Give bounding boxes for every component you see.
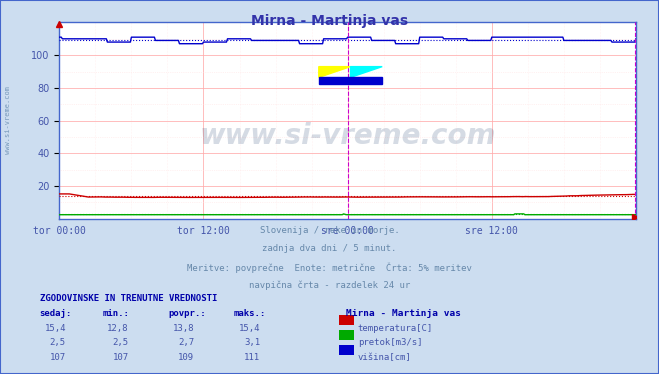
Text: Meritve: povprečne  Enote: metrične  Črta: 5% meritev: Meritve: povprečne Enote: metrične Črta:… — [187, 262, 472, 273]
Text: navpična črta - razdelek 24 ur: navpična črta - razdelek 24 ur — [249, 280, 410, 289]
Text: 12,8: 12,8 — [107, 324, 129, 332]
Text: 107: 107 — [113, 353, 129, 362]
Text: 2,5: 2,5 — [50, 338, 66, 347]
Text: temperatura[C]: temperatura[C] — [358, 324, 433, 332]
Text: 111: 111 — [244, 353, 260, 362]
Text: 109: 109 — [179, 353, 194, 362]
Text: povpr.:: povpr.: — [168, 309, 206, 318]
Text: 15,4: 15,4 — [44, 324, 66, 332]
Text: 13,8: 13,8 — [173, 324, 194, 332]
Text: sedaj:: sedaj: — [40, 309, 72, 318]
Text: višina[cm]: višina[cm] — [358, 353, 412, 362]
Polygon shape — [319, 77, 382, 84]
Text: Slovenija / reke in morje.: Slovenija / reke in morje. — [260, 226, 399, 235]
Text: ZGODOVINSKE IN TRENUTNE VREDNOSTI: ZGODOVINSKE IN TRENUTNE VREDNOSTI — [40, 294, 217, 303]
Text: pretok[m3/s]: pretok[m3/s] — [358, 338, 422, 347]
Text: www.si-vreme.com: www.si-vreme.com — [200, 122, 496, 150]
Text: 3,1: 3,1 — [244, 338, 260, 347]
Polygon shape — [351, 67, 382, 77]
Text: 107: 107 — [50, 353, 66, 362]
Text: 2,7: 2,7 — [179, 338, 194, 347]
Polygon shape — [319, 67, 351, 77]
Text: 2,5: 2,5 — [113, 338, 129, 347]
Text: min.:: min.: — [102, 309, 129, 318]
Text: Mirna - Martinja vas: Mirna - Martinja vas — [346, 309, 461, 318]
Text: Mirna - Martinja vas: Mirna - Martinja vas — [251, 14, 408, 28]
Text: zadnja dva dni / 5 minut.: zadnja dva dni / 5 minut. — [262, 244, 397, 253]
Text: www.si-vreme.com: www.si-vreme.com — [5, 86, 11, 154]
Text: maks.:: maks.: — [234, 309, 266, 318]
Text: 15,4: 15,4 — [239, 324, 260, 332]
